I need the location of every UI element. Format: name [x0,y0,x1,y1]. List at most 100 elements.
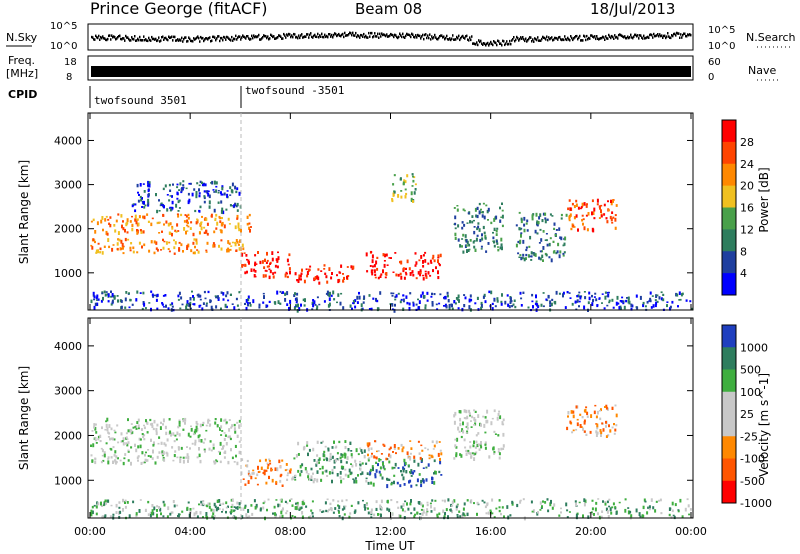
nsky-point [488,44,490,47]
heatmap-cell [313,478,316,482]
nsky-point [485,44,487,47]
colorbar-segment [722,436,736,459]
heatmap-cell [534,253,537,257]
heatmap-cell [156,509,158,512]
heatmap-cell [404,180,407,184]
heatmap-cell [186,506,189,511]
nsky-point [430,38,432,41]
heatmap-cell [530,500,533,504]
heatmap-cell [155,247,158,250]
heatmap-cell [358,291,360,295]
heatmap-cell [182,186,185,189]
nsky-point [573,37,575,40]
heatmap-cell [295,454,298,458]
heatmap-cell [204,297,207,300]
heatmap-cell [658,296,661,300]
heatmap-cell [463,514,466,517]
heatmap-cell [90,299,93,304]
heatmap-cell [476,512,478,516]
heatmap-cell [132,246,135,250]
heatmap-cell [215,189,218,193]
nsky-point [368,31,370,35]
heatmap-cell [613,432,616,435]
heatmap-cell [496,242,499,245]
heatmap-cell [674,503,677,507]
nsearch-tick-high: 10^5 [708,25,735,36]
heatmap-cell [214,219,217,221]
heatmap-cell [94,439,97,442]
heatmap-cell [249,302,251,304]
heatmap-cell [217,295,219,299]
nsky-point [544,36,546,40]
heatmap-cell [108,222,111,225]
heatmap-cell [518,211,521,214]
heatmap-cell [610,218,613,222]
heatmap-cell [583,305,586,310]
heatmap-cell [172,432,175,436]
heatmap-cell [291,504,294,507]
heatmap-cell [650,498,653,502]
heatmap-cell [468,243,471,247]
heatmap-cell [424,447,427,449]
heatmap-cell [382,253,385,257]
nsky-point [479,40,481,44]
heatmap-cell [207,290,210,294]
heatmap-cell [433,259,436,263]
heatmap-cell [473,409,476,412]
heatmap-cell [231,456,234,460]
heatmap-cell [608,505,611,508]
heatmap-cell [227,505,229,508]
heatmap-cell [103,451,106,455]
heatmap-cell [399,514,402,518]
nsky-point [484,42,486,46]
heatmap-cell [176,213,179,215]
heatmap-cell [95,431,98,434]
heatmap-cell [195,425,198,429]
nsky-point [557,38,559,41]
heatmap-cell [179,182,182,186]
heatmap-cell [161,230,163,233]
heatmap-cell [531,218,534,221]
heatmap-cell [274,264,277,268]
nsky-point [187,39,189,43]
heatmap-cell [391,466,394,470]
heatmap-cell [391,308,394,311]
heatmap-cell [615,413,618,418]
heatmap-cell [262,506,265,510]
nsky-point [102,35,104,38]
heatmap-cell [161,303,164,306]
nsky-point [429,33,431,36]
heatmap-cell [282,507,284,511]
heatmap-cell [681,515,684,518]
heatmap-cell [267,498,270,501]
heatmap-cell [375,260,378,265]
heatmap-cell [425,512,428,516]
heatmap-cell [422,511,425,514]
nsky-point [145,38,147,41]
nsky-point [688,33,690,37]
heatmap-cell [236,304,239,307]
nsky-point [334,32,336,35]
heatmap-cell [574,500,577,503]
heatmap-cell [112,244,115,246]
heatmap-cell [466,499,469,502]
nsky-point [586,34,588,38]
heatmap-cell [241,264,244,268]
heatmap-cell [328,458,331,462]
heatmap-cell [126,221,129,225]
heatmap-cell [197,250,200,254]
heatmap-cell [182,184,185,187]
heatmap-cell [464,446,467,449]
heatmap-cell [234,225,237,230]
heatmap-cell [187,243,190,248]
nsky-point [640,34,642,37]
heatmap-cell [336,458,339,460]
heatmap-cell [419,269,422,272]
heatmap-cell [103,453,106,458]
heatmap-cell [592,211,595,215]
heatmap-cell [560,213,563,217]
nsky-tick-low: 10^0 [50,41,77,52]
heatmap-cell [484,441,487,446]
heatmap-cell [449,508,452,512]
heatmap-cell [247,298,250,302]
